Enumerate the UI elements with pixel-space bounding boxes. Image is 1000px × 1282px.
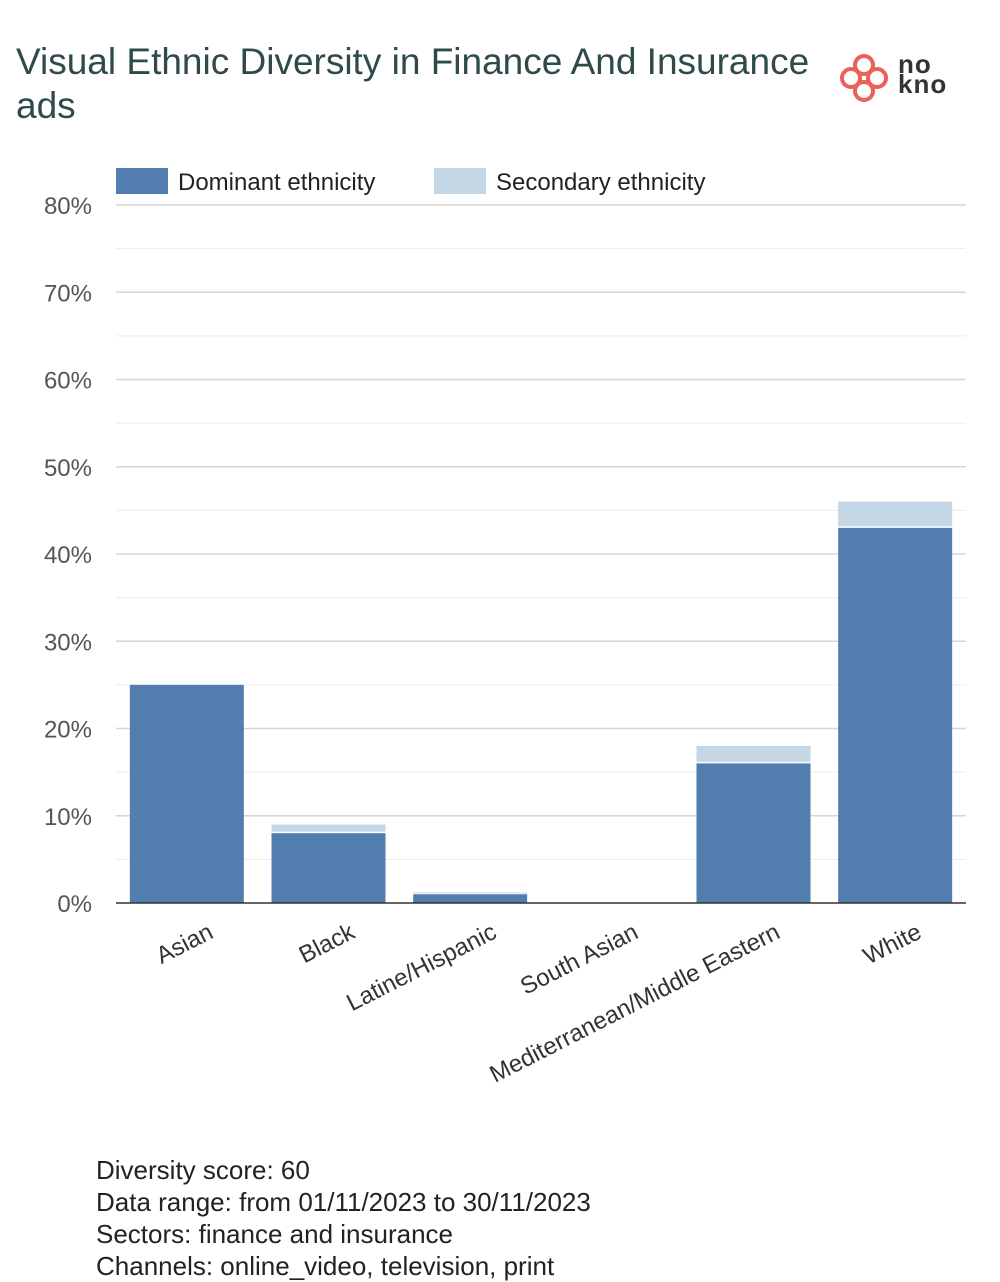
legend-swatch-0 <box>116 168 168 194</box>
data-range: Data range: from 01/11/2023 to 30/11/202… <box>96 1187 591 1217</box>
x-tick-label: Latine/Hispanic <box>342 918 500 1017</box>
bar-secondary-5 <box>838 501 953 527</box>
y-axis-ticks: 0% 10% 20% 30% 40% 50% 60% 70% 80% <box>44 193 92 918</box>
chart-footer: Diversity score: 60 Data range: from 01/… <box>96 1154 591 1282</box>
x-tick-label: White <box>859 918 926 970</box>
bar-secondary-4 <box>696 745 811 762</box>
y-tick-label: 20% <box>44 717 92 744</box>
bar-dominant-2 <box>413 894 528 903</box>
bar-dominant-5 <box>838 527 953 903</box>
channels: Channels: online_video, television, prin… <box>96 1251 555 1281</box>
y-tick-label: 70% <box>44 280 92 307</box>
chart-legend: Dominant ethnicity Secondary ethnicity <box>116 168 705 196</box>
y-tick-label: 60% <box>44 368 92 395</box>
logo-line-1: no <box>898 49 932 79</box>
y-tick-label: 0% <box>57 891 92 918</box>
stacked-bar-chart: Dominant ethnicity Secondary ethnicity 0%… <box>44 168 966 1088</box>
bar-secondary-1 <box>271 824 386 832</box>
legend-label-0: Dominant ethnicity <box>178 169 375 196</box>
brand-logo: no kno <box>838 49 958 108</box>
x-tick-label: Black <box>295 918 360 969</box>
y-tick-label: 40% <box>44 542 92 569</box>
legend-label-1: Secondary ethnicity <box>496 169 705 196</box>
logo-wordmark: no kno <box>898 49 948 99</box>
sectors: Sectors: finance and insurance <box>96 1219 453 1249</box>
x-tick-label: Asian <box>152 918 218 969</box>
chart-title: Visual Ethnic Diversity in Finance And I… <box>16 41 810 126</box>
y-tick-label: 50% <box>44 455 92 482</box>
bar-secondary-2 <box>413 892 528 894</box>
y-tick-label: 80% <box>44 193 92 220</box>
clover-logo-icon <box>840 54 888 102</box>
chart-bars <box>129 501 953 903</box>
bar-dominant-1 <box>271 833 386 903</box>
y-tick-label: 30% <box>44 629 92 656</box>
bar-dominant-0 <box>129 684 244 903</box>
legend-swatch-1 <box>434 168 486 194</box>
logo-line-2: kno <box>898 69 948 99</box>
bar-dominant-4 <box>696 763 811 903</box>
chart-gridlines <box>116 204 966 860</box>
x-tick-label: South Asian <box>516 918 642 1000</box>
y-tick-label: 10% <box>44 804 92 831</box>
diversity-score: Diversity score: 60 <box>96 1155 310 1185</box>
